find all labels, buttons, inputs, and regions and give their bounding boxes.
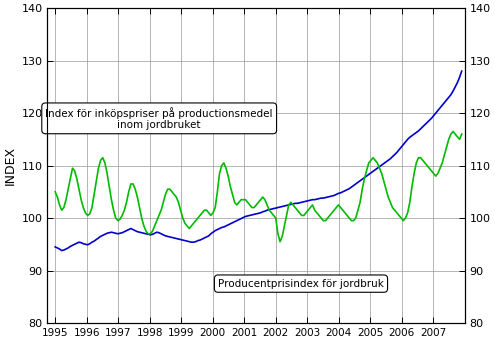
Text: Producentprisindex för jordbruk: Producentprisindex för jordbruk	[218, 279, 384, 289]
Y-axis label: INDEX: INDEX	[4, 146, 17, 185]
Text: Index för inköpspriser på productionsmedel
inom jordbruket: Index för inköpspriser på productionsmed…	[46, 107, 273, 130]
